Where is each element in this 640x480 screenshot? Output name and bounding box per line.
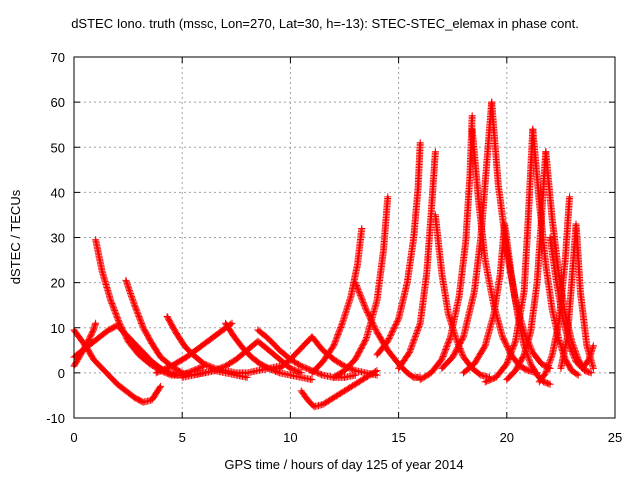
data-point-marker bbox=[356, 291, 364, 299]
series-arc-9 bbox=[222, 319, 316, 384]
data-point-marker bbox=[372, 368, 380, 375]
grid bbox=[74, 57, 615, 418]
data-point-marker bbox=[384, 193, 392, 201]
data-point-marker bbox=[410, 337, 418, 345]
data-point-marker bbox=[352, 280, 360, 288]
data-point-marker bbox=[415, 324, 423, 332]
data-point-marker bbox=[156, 384, 164, 392]
data-point-marker bbox=[394, 316, 402, 324]
data-point-marker bbox=[354, 284, 362, 292]
y-tick-label: 70 bbox=[51, 50, 65, 65]
data-point-marker bbox=[392, 320, 400, 328]
series-arc-15 bbox=[351, 279, 424, 381]
data-point-marker bbox=[385, 335, 393, 342]
data-point-marker bbox=[546, 380, 554, 388]
data-point-marker bbox=[274, 368, 282, 376]
data-series bbox=[70, 98, 597, 411]
data-point-marker bbox=[373, 367, 381, 375]
data-point-marker bbox=[458, 350, 466, 358]
y-tick-label: 60 bbox=[51, 95, 65, 110]
x-tick-label: 10 bbox=[283, 430, 297, 445]
y-tick-label: 10 bbox=[51, 321, 65, 336]
data-point-marker bbox=[371, 324, 379, 332]
data-point-marker bbox=[364, 310, 372, 318]
data-point-marker bbox=[526, 357, 533, 365]
data-point-marker bbox=[372, 325, 380, 333]
series-arc-17 bbox=[395, 148, 439, 372]
y-axis-label: dSTEC / TECUs bbox=[8, 189, 23, 284]
data-point-marker bbox=[507, 349, 515, 357]
data-point-marker bbox=[414, 327, 421, 335]
data-point-marker bbox=[110, 305, 118, 313]
y-tick-label: -10 bbox=[46, 411, 65, 426]
x-axis-label: GPS time / hours of day 125 of year 2014 bbox=[224, 457, 463, 472]
data-point-marker bbox=[416, 139, 424, 147]
series-arc-12 bbox=[297, 367, 381, 411]
data-point-marker bbox=[386, 333, 394, 341]
y-tick-label: 50 bbox=[51, 140, 65, 155]
data-point-marker bbox=[332, 336, 340, 344]
data-point-marker bbox=[361, 336, 369, 344]
series-arc-27 bbox=[503, 148, 550, 384]
chart-title: dSTEC Iono. truth (mssc, Lon=270, Lat=30… bbox=[71, 16, 579, 31]
data-point-marker bbox=[358, 225, 366, 232]
data-point-marker bbox=[511, 339, 519, 347]
data-point-marker bbox=[92, 319, 100, 327]
x-tick-label: 5 bbox=[179, 430, 186, 445]
data-point-marker bbox=[228, 319, 236, 327]
data-point-marker bbox=[365, 311, 373, 319]
data-point-marker bbox=[412, 331, 420, 339]
data-point-marker bbox=[337, 324, 345, 331]
data-point-marker bbox=[408, 341, 416, 349]
y-tick-label: 0 bbox=[58, 366, 65, 381]
data-point-marker bbox=[134, 310, 142, 318]
y-tick-label: 40 bbox=[51, 185, 65, 200]
data-point-marker bbox=[527, 344, 535, 352]
data-point-marker bbox=[353, 283, 361, 291]
data-point-marker bbox=[360, 301, 368, 309]
data-point-marker bbox=[431, 148, 439, 156]
data-point-marker bbox=[411, 334, 419, 342]
data-point-marker bbox=[405, 349, 413, 357]
data-point-marker bbox=[393, 319, 401, 327]
data-point-marker bbox=[128, 294, 136, 302]
series-arc-13 bbox=[308, 225, 366, 377]
y-tick-label: 30 bbox=[51, 231, 65, 246]
data-point-marker bbox=[122, 278, 130, 286]
data-point-marker bbox=[157, 382, 165, 390]
data-point-marker bbox=[528, 346, 535, 354]
series-arc-21 bbox=[438, 98, 496, 372]
y-tick-label: 20 bbox=[51, 276, 65, 291]
series-arc-16 bbox=[373, 139, 424, 359]
data-point-marker bbox=[308, 376, 316, 384]
data-point-marker bbox=[574, 371, 582, 379]
series-arc-2 bbox=[70, 326, 165, 406]
x-tick-label: 15 bbox=[391, 430, 405, 445]
series-arc-25 bbox=[481, 125, 537, 386]
x-tick-label: 25 bbox=[608, 430, 622, 445]
axis-ticks: 0 5 10 15 20 25 -10 0 10 20 30 40 50 60 70 bbox=[46, 50, 622, 445]
data-point-marker bbox=[177, 368, 185, 376]
data-point-marker bbox=[468, 112, 476, 120]
data-point-marker bbox=[407, 344, 415, 352]
data-point-marker bbox=[573, 370, 581, 378]
x-tick-label: 0 bbox=[70, 430, 77, 445]
data-point-marker bbox=[359, 297, 367, 305]
data-point-marker bbox=[351, 279, 359, 287]
series-arc-23 bbox=[460, 220, 509, 377]
x-tick-label: 20 bbox=[500, 430, 514, 445]
